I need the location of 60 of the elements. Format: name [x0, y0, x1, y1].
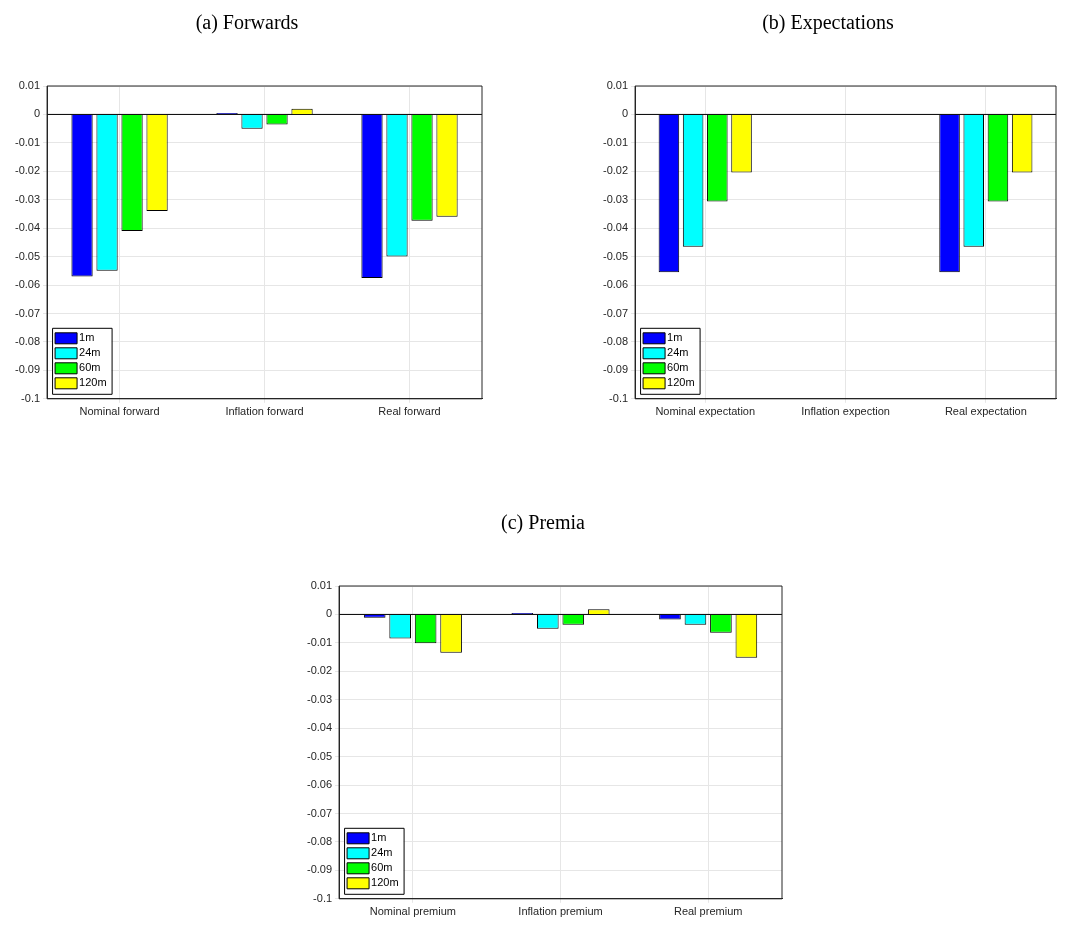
y-tick-label: -0.06	[14, 278, 41, 291]
legend-label: 1m	[79, 331, 95, 344]
legend-label: 1m	[371, 831, 387, 844]
y-tick-label: -0.05	[14, 249, 41, 262]
y-tick-label: 0.01	[310, 579, 333, 592]
y-tick-label: -0.08	[602, 334, 629, 347]
y-tick-label: -0.08	[306, 834, 333, 847]
x-tick-label: Nominal forward	[79, 405, 160, 418]
legend-label: 120m	[79, 376, 107, 389]
y-tick-label: -0.01	[602, 135, 629, 148]
y-tick-label: -0.03	[14, 192, 41, 205]
y-tick-label: -0.05	[602, 249, 629, 262]
y-tick-label: -0.09	[602, 363, 629, 376]
y-tick-label: 0	[33, 107, 41, 120]
x-tick-label: Nominal expectation	[655, 405, 756, 418]
y-tick-label: -0.04	[14, 221, 41, 234]
y-tick-label: -0.02	[306, 664, 333, 677]
y-tick-label: -0.1	[313, 891, 333, 904]
legend-label: 1m	[667, 331, 683, 344]
y-tick-label: -0.04	[306, 721, 333, 734]
y-tick-label: -0.02	[602, 164, 629, 177]
y-tick-label: -0.1	[609, 391, 629, 404]
legend-label: 120m	[371, 876, 399, 889]
x-tick-label: Real expectation	[944, 405, 1027, 418]
y-tick-label: -0.09	[14, 363, 41, 376]
y-tick-label: -0.05	[306, 749, 333, 762]
y-tick-label: -0.03	[306, 692, 333, 705]
y-tick-label: 0.01	[606, 79, 629, 92]
y-tick-label: -0.07	[306, 806, 333, 819]
chart-title: (c) Premia	[501, 511, 586, 535]
y-tick-label: 0	[621, 107, 629, 120]
y-tick-label: -0.06	[602, 278, 629, 291]
y-tick-label: -0.01	[306, 635, 333, 648]
y-tick-label: -0.08	[14, 334, 41, 347]
legend-label: 60m	[667, 361, 689, 374]
y-tick-label: -0.02	[14, 164, 41, 177]
chart-title: (b) Expectations	[762, 11, 895, 35]
x-tick-label: Real premium	[673, 905, 743, 918]
chart-title: (a) Forwards	[195, 11, 299, 35]
legend-label: 24m	[371, 846, 393, 859]
y-tick-label: -0.01	[14, 135, 41, 148]
y-tick-label: -0.1	[21, 391, 41, 404]
x-tick-label: Inflation premium	[518, 905, 603, 918]
x-tick-label: Inflation expection	[801, 405, 890, 418]
legend-label: 120m	[667, 376, 695, 389]
y-tick-label: -0.03	[602, 192, 629, 205]
legend-label: 24m	[79, 346, 101, 359]
legend-label: 60m	[79, 361, 101, 374]
x-tick-label: Nominal premium	[369, 905, 456, 918]
legend-label: 60m	[371, 861, 393, 874]
y-tick-label: 0.01	[18, 79, 41, 92]
y-tick-label: -0.04	[602, 221, 629, 234]
y-tick-label: -0.09	[306, 863, 333, 876]
x-tick-label: Inflation forward	[225, 405, 304, 418]
y-tick-label: -0.06	[306, 778, 333, 791]
x-tick-label: Real forward	[378, 405, 441, 418]
y-tick-label: -0.07	[14, 306, 41, 319]
y-tick-label: -0.07	[602, 306, 629, 319]
legend-label: 24m	[667, 346, 689, 359]
y-tick-label: 0	[325, 607, 333, 620]
